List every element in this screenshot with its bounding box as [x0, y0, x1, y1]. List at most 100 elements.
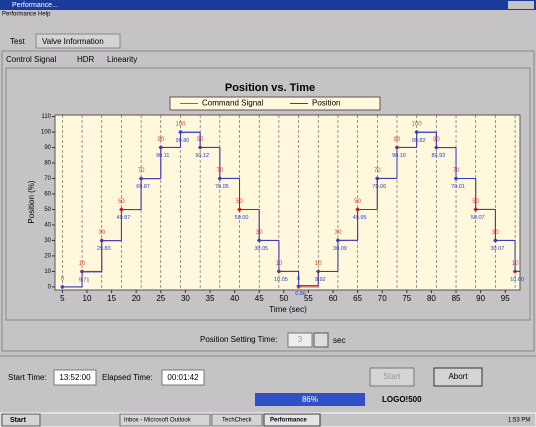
x-tick-label: 85 [452, 294, 461, 303]
data-label: 90.10 [392, 153, 406, 159]
data-label: 10.00 [510, 277, 524, 283]
menu-item[interactable]: Performance [2, 12, 37, 18]
x-tick-label: 35 [206, 294, 215, 303]
window-title: Performance... [12, 2, 58, 9]
elapsed-value: 00:01:42 [167, 373, 199, 382]
point [237, 207, 242, 212]
x-tick-label: 75 [402, 294, 411, 303]
window-buttons[interactable] [508, 1, 534, 9]
data-label: 9.92 [315, 277, 326, 283]
y-tick-label: 100 [41, 130, 52, 136]
x-tick-label: 60 [329, 294, 338, 303]
subtab[interactable]: Linearity [107, 55, 137, 64]
x-tick-label: 45 [255, 294, 264, 303]
data-label: 30.09 [333, 246, 347, 252]
legend-label: Command Signal [202, 99, 264, 108]
data-label: 89.93 [431, 153, 445, 159]
data-label: 69.87 [136, 184, 150, 190]
spinner[interactable] [313, 332, 329, 348]
point [434, 145, 439, 150]
data-label: 100 [175, 122, 186, 128]
x-axis-title: Time (sec) [269, 305, 307, 314]
y-tick-label: 0 [48, 284, 52, 290]
data-label: 70 [374, 168, 381, 174]
chart-title: Position vs. Time [225, 82, 315, 94]
start-button[interactable] [369, 367, 415, 387]
y-tick-label: 60 [44, 192, 51, 198]
elapsed-box [161, 369, 205, 386]
tab[interactable]: Valve Information [42, 37, 104, 46]
x-tick-label: 10 [83, 294, 92, 303]
data-label: 50 [354, 199, 361, 205]
legend-label: Position [312, 99, 340, 108]
setting-label: Position Setting Time: [200, 335, 277, 344]
point [493, 238, 498, 243]
data-label: 70.01 [451, 184, 465, 190]
task-button[interactable] [263, 413, 321, 427]
point [473, 207, 478, 212]
y-tick-label: 30 [44, 238, 51, 244]
point [414, 130, 419, 135]
data-label: 90.12 [195, 153, 209, 159]
abort-button[interactable] [433, 367, 483, 387]
point [296, 283, 301, 288]
data-label: 70.06 [372, 184, 386, 190]
tab[interactable]: Test [10, 37, 25, 46]
task-label[interactable]: Inbox - Microsoft Outlook [124, 418, 192, 424]
start-menu-button[interactable] [1, 413, 41, 427]
tab-panel [1, 50, 535, 352]
data-label: 70 [138, 168, 145, 174]
point [454, 176, 459, 181]
point [394, 145, 399, 150]
y-tick-label: 70 [44, 176, 51, 182]
y-tick-label: 40 [44, 223, 51, 229]
x-tick-label: 70 [378, 294, 387, 303]
setting-value[interactable]: 3 [298, 335, 303, 344]
task-button[interactable] [211, 413, 263, 427]
x-tick-label: 20 [132, 294, 141, 303]
y-tick-label: 10 [44, 269, 51, 275]
progress-bar [255, 393, 365, 406]
x-tick-label: 15 [107, 294, 116, 303]
tab[interactable] [35, 33, 121, 49]
data-label: 29.80 [97, 246, 111, 252]
y-tick-label: 20 [44, 254, 51, 260]
menu-item[interactable]: Help [38, 12, 51, 18]
point [513, 269, 518, 274]
data-label: 49.95 [353, 215, 367, 221]
x-tick-label: 65 [353, 294, 362, 303]
x-tick-label: 50 [279, 294, 288, 303]
x-tick-label: 5 [60, 294, 65, 303]
task-label[interactable]: TechCheck [222, 418, 253, 424]
subtab[interactable]: Control Signal [6, 55, 56, 64]
point [99, 238, 104, 243]
elapsed-label: Elapsed Time: [102, 373, 153, 382]
point [257, 238, 262, 243]
data-label: 90 [394, 137, 401, 143]
abort-button-label[interactable]: Abort [448, 372, 468, 381]
task-label[interactable]: Performance [270, 418, 307, 424]
data-label: 30 [98, 230, 105, 236]
x-tick-label: 55 [304, 294, 313, 303]
data-label: 9.71 [79, 277, 90, 283]
setting-input[interactable] [287, 332, 313, 348]
data-label: 50.07 [471, 215, 485, 221]
y-tick-label: 110 [41, 114, 51, 120]
start-box [53, 369, 97, 386]
start-button-label[interactable]: Start [384, 372, 402, 381]
subtab[interactable]: HDR [77, 55, 95, 64]
x-tick-label: 90 [476, 294, 485, 303]
x-tick-label: 25 [156, 294, 165, 303]
x-tick-label: 95 [501, 294, 510, 303]
point [375, 176, 380, 181]
task-button[interactable] [119, 413, 211, 427]
progress-text: 86% [302, 395, 318, 404]
y-tick-label: 80 [44, 161, 51, 167]
point [276, 269, 281, 274]
start-menu-label[interactable]: Start [10, 417, 27, 424]
setting-unit: sec [333, 336, 345, 345]
point [60, 284, 65, 289]
data-label: 70.05 [215, 184, 229, 190]
point [158, 145, 163, 150]
